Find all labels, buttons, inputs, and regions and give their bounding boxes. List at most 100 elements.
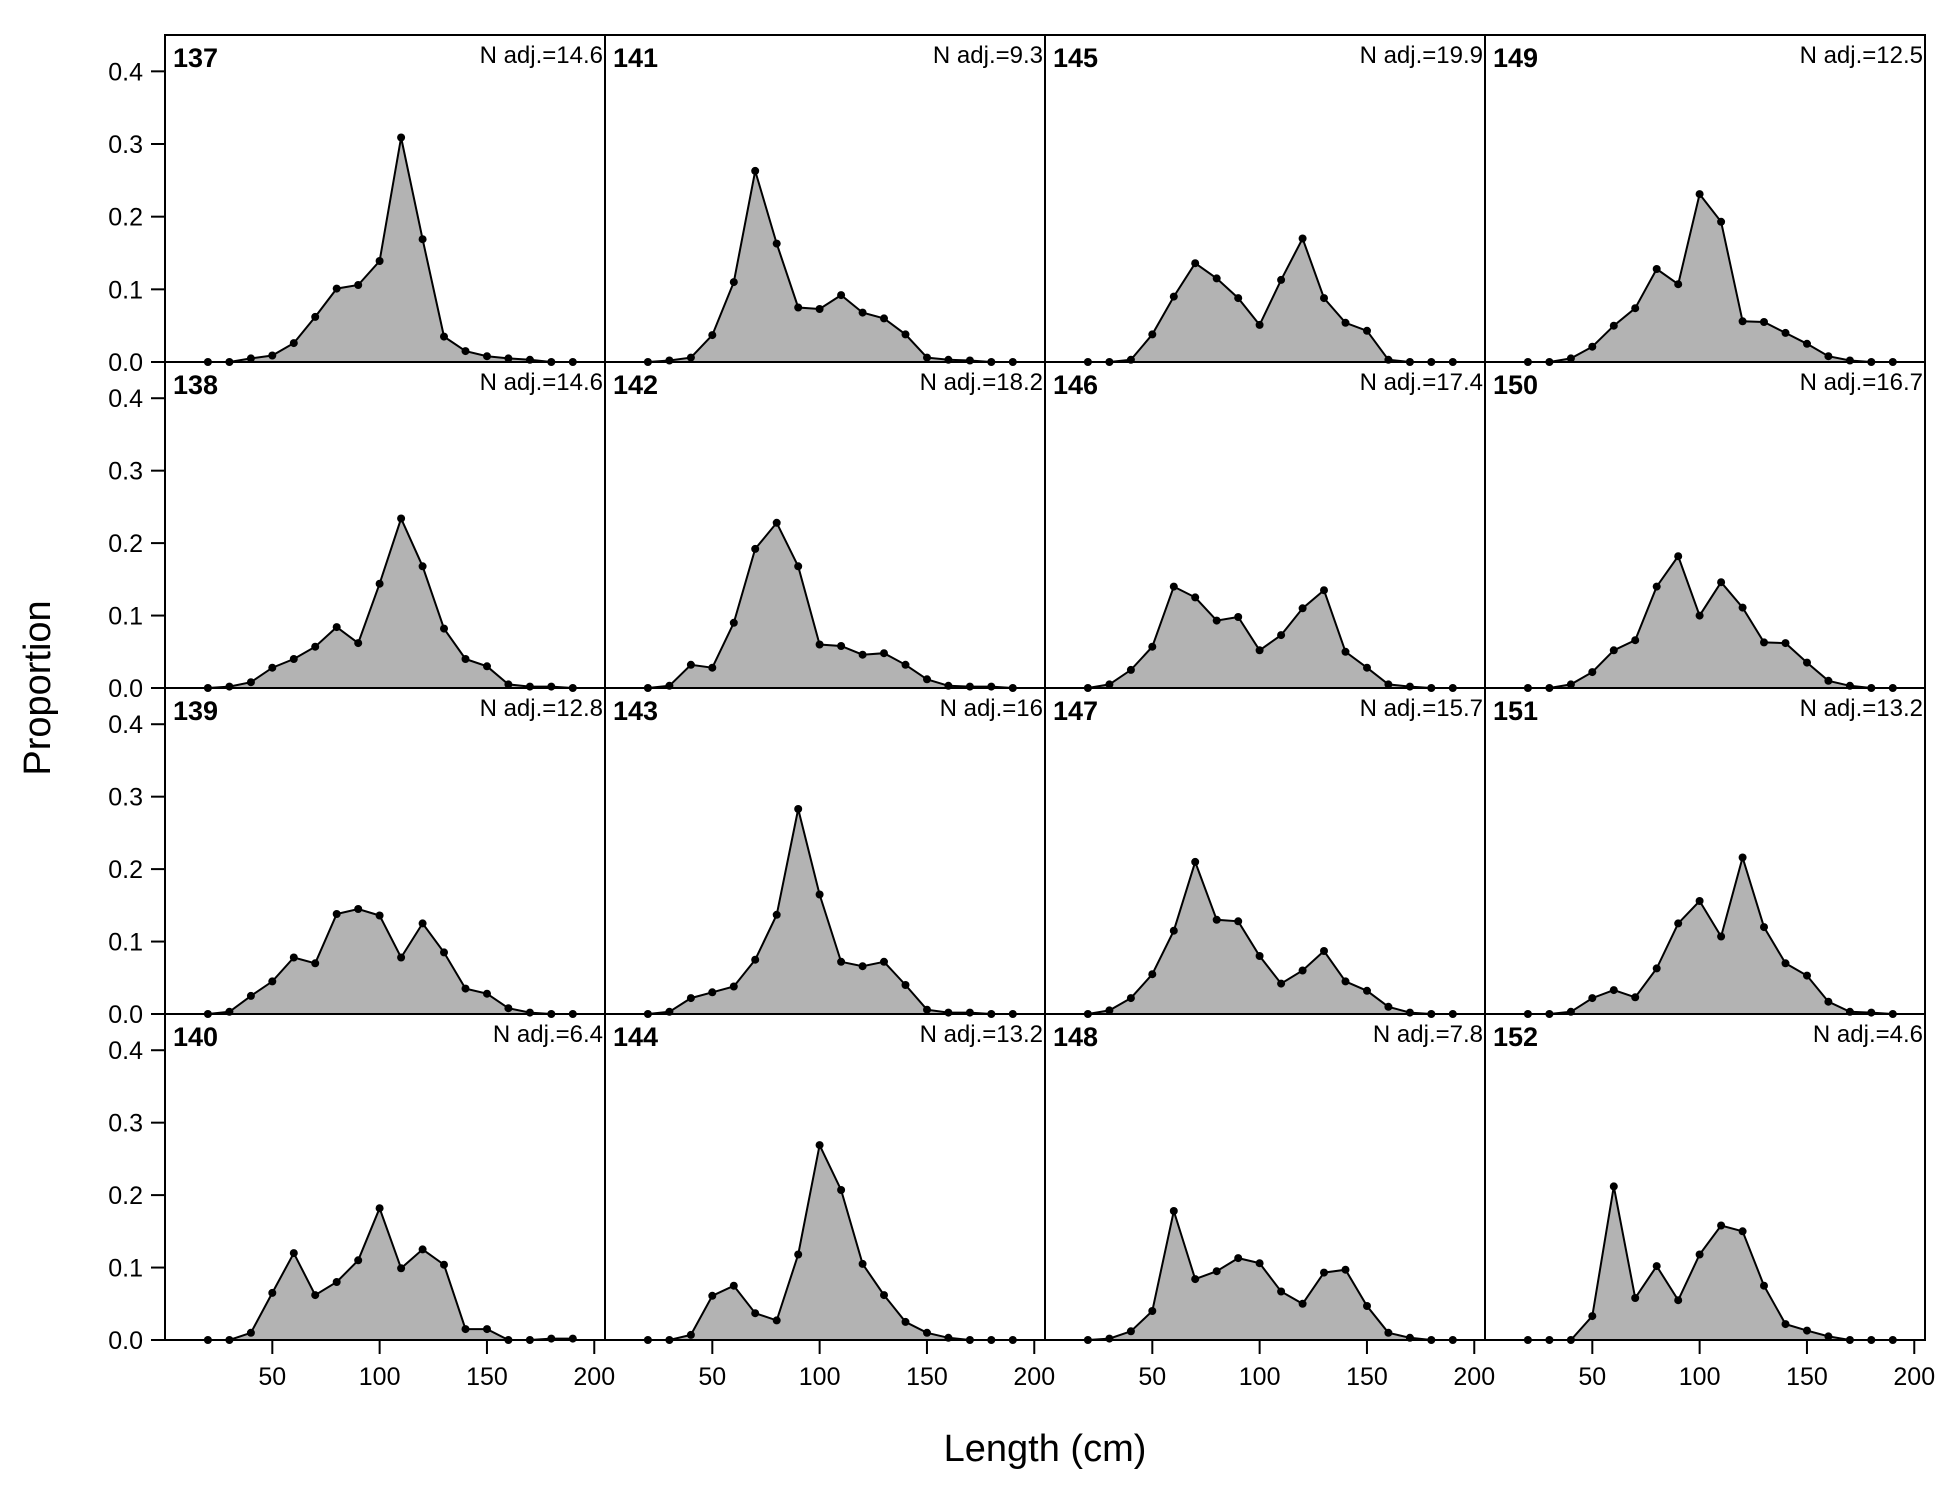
- y-axis-title: Proportion: [17, 600, 59, 775]
- data-point: [1126, 1327, 1135, 1336]
- data-point: [794, 303, 803, 312]
- data-point: [923, 1328, 931, 1337]
- panel-border: [604, 361, 1046, 689]
- data-point: [1148, 1307, 1157, 1315]
- data-point: [1255, 320, 1264, 329]
- data-point: [311, 312, 320, 321]
- data-point: [815, 305, 824, 313]
- data-point: [1169, 582, 1178, 591]
- data-point: [397, 514, 406, 523]
- data-point: [1738, 1227, 1747, 1236]
- data-point: [354, 281, 363, 289]
- data-point: [1298, 966, 1307, 975]
- data-point: [1363, 986, 1371, 995]
- data-point: [686, 353, 695, 362]
- data-point: [246, 991, 255, 1000]
- data-point: [1320, 1268, 1328, 1277]
- panel-144: 144 N adj.=13.2: [613, 1021, 1043, 1344]
- data-point: [1588, 668, 1597, 677]
- x-tick-label: 200: [573, 1363, 615, 1391]
- data-point: [1652, 582, 1661, 591]
- data-point: [525, 682, 534, 691]
- data-point: [901, 981, 910, 989]
- data-point: [1363, 663, 1371, 672]
- y-tick-label: 0.0: [108, 349, 143, 377]
- panel-150: 150 N adj.=16.7: [1493, 369, 1923, 692]
- panel-138: 138 N adj.=14.6: [173, 369, 603, 692]
- n-adj-label: N adj.=17.4: [1360, 369, 1483, 396]
- n-adj-label: N adj.=15.7: [1360, 695, 1483, 722]
- panel-148: 148 N adj.=7.8: [1053, 1021, 1483, 1344]
- data-point: [1363, 1302, 1371, 1310]
- data-point: [1234, 917, 1243, 926]
- x-tick-label: 150: [466, 1363, 508, 1391]
- data-point: [1234, 1254, 1243, 1263]
- n-adj-label: N adj.=7.8: [1373, 1021, 1483, 1048]
- area-fill: [1527, 556, 1893, 688]
- data-point: [1405, 682, 1414, 691]
- data-point: [1588, 342, 1597, 351]
- data-point: [1148, 970, 1157, 979]
- panel-id-label: 145: [1053, 43, 1098, 73]
- data-point: [858, 308, 867, 317]
- n-adj-label: N adj.=14.6: [480, 369, 603, 396]
- y-tick-label: 0.4: [108, 711, 143, 739]
- data-point: [837, 642, 846, 650]
- data-point: [1717, 217, 1726, 226]
- data-point: [332, 623, 341, 632]
- data-point: [1191, 857, 1200, 866]
- data-point: [923, 675, 931, 684]
- data-point: [375, 1204, 384, 1213]
- area-fill: [207, 137, 573, 362]
- data-point: [1169, 926, 1178, 935]
- data-point: [794, 805, 803, 813]
- data-point: [686, 1330, 695, 1339]
- x-tick-label: 100: [359, 1363, 401, 1391]
- data-point: [1803, 658, 1811, 667]
- y-tick-label: 0.3: [108, 131, 143, 159]
- y-tick-label: 0.0: [108, 1327, 143, 1355]
- x-tick-label: 50: [1138, 1363, 1166, 1391]
- data-point: [1255, 646, 1264, 655]
- data-point: [708, 1291, 717, 1300]
- area-fill: [1087, 238, 1453, 362]
- data-point: [837, 957, 846, 966]
- y-tick-label: 0.2: [108, 204, 143, 232]
- data-point: [440, 948, 448, 957]
- y-tick-label: 0.1: [108, 603, 143, 631]
- panel-id-label: 140: [173, 1022, 218, 1052]
- n-adj-label: N adj.=16: [940, 695, 1043, 722]
- data-point: [1674, 280, 1683, 289]
- data-point: [1277, 979, 1286, 988]
- data-point: [268, 663, 277, 672]
- data-point: [1384, 1002, 1393, 1011]
- data-point: [1298, 1299, 1307, 1308]
- panel-id-label: 150: [1493, 370, 1538, 400]
- area-fill: [1527, 857, 1893, 1014]
- data-point: [1674, 552, 1683, 561]
- area-fill: [1527, 1186, 1893, 1340]
- data-point: [332, 284, 341, 293]
- data-point: [483, 1325, 491, 1334]
- data-point: [311, 959, 320, 968]
- panel-id-label: 146: [1053, 370, 1098, 400]
- data-point: [880, 314, 888, 323]
- data-point: [1255, 952, 1264, 960]
- data-point: [965, 682, 974, 691]
- data-point: [708, 663, 717, 672]
- data-point: [1631, 304, 1640, 313]
- data-point: [1738, 603, 1747, 612]
- x-tick-label: 50: [258, 1363, 286, 1391]
- data-point: [375, 579, 384, 588]
- data-point: [1652, 1262, 1661, 1271]
- area-fill: [1527, 194, 1893, 362]
- y-tick-label: 0.1: [108, 929, 143, 957]
- y-tick-label: 0.2: [108, 1182, 143, 1210]
- data-point: [923, 1005, 931, 1014]
- data-point: [418, 1245, 427, 1254]
- y-tick-label: 0.3: [108, 1110, 143, 1138]
- x-tick-label: 150: [1786, 1363, 1828, 1391]
- data-point: [1674, 919, 1683, 928]
- data-point: [1824, 997, 1833, 1006]
